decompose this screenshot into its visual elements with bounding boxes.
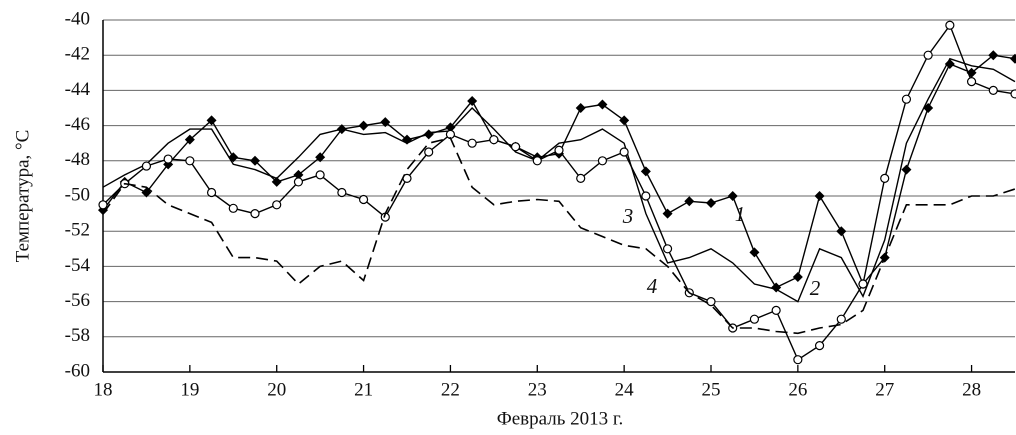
- point: [640, 166, 651, 177]
- point: [163, 154, 173, 164]
- point: [619, 147, 629, 157]
- series-label: 3: [622, 204, 634, 228]
- point: [641, 191, 651, 201]
- point: [228, 203, 238, 213]
- point: [510, 142, 521, 152]
- point: [358, 194, 369, 205]
- series-line: [102, 57, 1016, 303]
- point: [467, 95, 478, 106]
- point: [185, 156, 195, 166]
- point: [141, 161, 152, 171]
- point: [684, 196, 695, 207]
- x-tick-label: 19: [180, 379, 199, 400]
- x-tick-label: 24: [615, 379, 635, 400]
- point: [923, 103, 934, 113]
- point: [337, 187, 347, 198]
- y-axis-label: Температура, °C: [12, 130, 33, 263]
- point: [619, 115, 630, 126]
- x-tick-label: 21: [354, 379, 373, 400]
- point: [424, 147, 434, 157]
- point: [554, 145, 564, 155]
- point: [576, 173, 586, 183]
- y-tick-label: -48: [65, 149, 90, 170]
- point: [923, 50, 933, 60]
- point: [814, 191, 825, 201]
- point: [489, 135, 499, 145]
- point: [945, 20, 955, 30]
- point: [814, 341, 825, 351]
- point: [836, 314, 846, 324]
- point: [749, 247, 760, 258]
- point: [944, 59, 955, 69]
- y-tick-label: -60: [65, 360, 90, 381]
- point: [98, 200, 108, 210]
- point: [662, 244, 673, 254]
- x-axis-label: Февраль 2013 г.: [497, 408, 624, 429]
- point: [966, 76, 977, 87]
- series-label: 4: [647, 274, 658, 298]
- y-tick-label: -52: [65, 220, 90, 241]
- point: [467, 138, 477, 148]
- point: [706, 198, 716, 209]
- x-tick-label: 25: [702, 379, 721, 400]
- point: [858, 279, 868, 289]
- y-tick-label: -56: [65, 290, 90, 311]
- point: [880, 173, 890, 183]
- y-tick-label: -42: [65, 44, 90, 65]
- point: [271, 176, 282, 187]
- point: [293, 169, 304, 180]
- point: [901, 164, 912, 175]
- point: [206, 115, 217, 126]
- point: [662, 208, 673, 219]
- point: [597, 156, 608, 166]
- point: [315, 152, 326, 163]
- series-label: 2: [810, 276, 821, 300]
- series-line: [102, 23, 1016, 361]
- point: [793, 355, 803, 365]
- y-tick-label: -46: [65, 114, 90, 135]
- x-tick-label: 18: [94, 379, 113, 400]
- point: [771, 305, 781, 315]
- x-tick-label: 27: [875, 379, 894, 400]
- x-tick-label: 23: [528, 379, 547, 400]
- y-tick-label: -54: [65, 255, 91, 276]
- point: [380, 117, 391, 128]
- point: [706, 297, 716, 307]
- point: [272, 200, 282, 210]
- point: [988, 50, 999, 61]
- point: [988, 85, 998, 96]
- point: [727, 191, 738, 201]
- point: [792, 271, 803, 282]
- x-tick-label: 22: [441, 379, 460, 400]
- y-tick-label: -44: [65, 79, 91, 100]
- x-tick-label: 26: [788, 379, 807, 400]
- point: [575, 103, 586, 113]
- series-label: 1: [735, 202, 746, 226]
- point: [749, 314, 760, 324]
- point: [597, 99, 608, 110]
- point: [184, 134, 195, 145]
- point: [250, 209, 260, 219]
- point: [206, 187, 217, 198]
- y-tick-label: -40: [65, 8, 90, 29]
- series-line: [102, 136, 1016, 335]
- point: [445, 122, 456, 133]
- point: [315, 170, 325, 180]
- point: [358, 120, 369, 131]
- y-tick-label: -50: [65, 184, 90, 205]
- point: [901, 94, 912, 104]
- point: [1010, 89, 1016, 99]
- point: [836, 226, 847, 237]
- y-tick-label: -58: [65, 325, 90, 346]
- point: [250, 155, 260, 166]
- point: [293, 177, 304, 187]
- point: [532, 156, 542, 166]
- point: [1010, 53, 1016, 64]
- x-tick-label: 20: [267, 379, 286, 400]
- x-tick-label: 28: [962, 379, 981, 400]
